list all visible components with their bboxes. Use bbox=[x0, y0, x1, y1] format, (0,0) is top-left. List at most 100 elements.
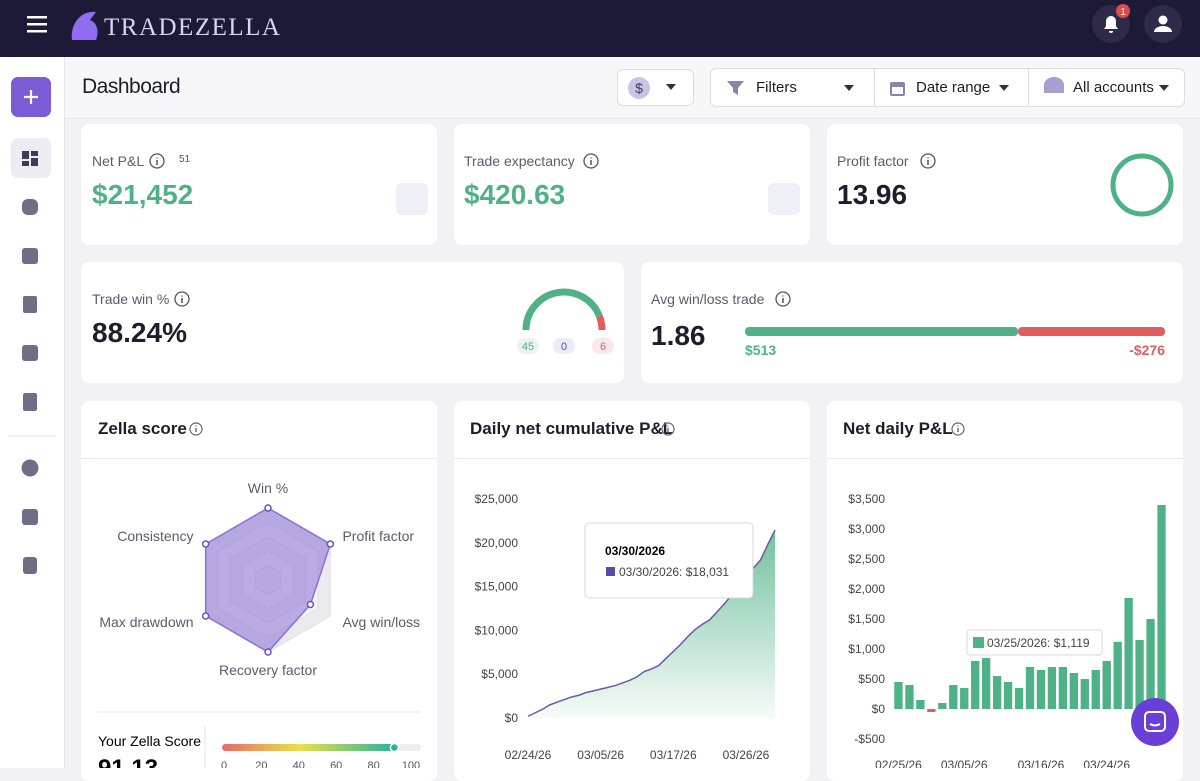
sidebar-icons bbox=[8, 77, 56, 574]
tooltip bbox=[966, 629, 1103, 656]
info-icon[interactable] bbox=[174, 291, 190, 307]
y-tick-label: $3,500 bbox=[848, 492, 885, 506]
info-icon[interactable] bbox=[950, 421, 966, 437]
y-tick-label: $1,500 bbox=[848, 612, 885, 626]
nav-icon[interactable] bbox=[22, 345, 38, 361]
info-icon[interactable] bbox=[920, 153, 936, 169]
filter-icon bbox=[727, 81, 744, 95]
bar bbox=[894, 682, 903, 709]
win-loss-bar: $513 -$276 bbox=[745, 327, 1165, 358]
currency-select[interactable]: $ bbox=[617, 69, 694, 106]
y-tick-label: $10,000 bbox=[475, 623, 519, 637]
radar-area bbox=[204, 507, 332, 653]
bell-icon bbox=[1104, 16, 1118, 33]
score-tick-label: 60 bbox=[330, 760, 342, 768]
score-tick-label: 80 bbox=[367, 760, 379, 768]
bar bbox=[960, 688, 969, 709]
avg-win-bar bbox=[745, 327, 1019, 336]
zella-score-card: Zella score Win % Profit factor Avg win/lo… bbox=[81, 401, 437, 781]
notification-badge bbox=[1116, 4, 1130, 18]
dropdown-arrow bbox=[999, 85, 1009, 91]
user-icon-body bbox=[1154, 26, 1172, 32]
user-icon bbox=[1158, 15, 1168, 25]
calendar-icon bbox=[890, 82, 905, 96]
card-value: 88.24% bbox=[92, 317, 187, 348]
y-tick-label: $500 bbox=[858, 672, 885, 686]
tooltip-title: 03/30/2026 bbox=[605, 544, 665, 558]
nav-icon[interactable] bbox=[22, 248, 38, 264]
dropdown-arrow bbox=[1159, 85, 1169, 91]
y-tick-label: $20,000 bbox=[475, 536, 519, 550]
gauge-segment bbox=[596, 315, 606, 331]
y-tick-label: $15,000 bbox=[475, 580, 519, 594]
cumulative-pnl-card: Daily net cumulative P&L $0 $5,000 $10,000… bbox=[454, 401, 810, 781]
x-tick-label: 03/05/26 bbox=[941, 758, 988, 768]
score-tick-label: 0 bbox=[221, 760, 227, 768]
bar bbox=[1102, 661, 1111, 709]
bar bbox=[1091, 670, 1100, 709]
filters-button[interactable]: Filters bbox=[756, 79, 797, 96]
bar bbox=[1157, 505, 1166, 709]
menu-button[interactable] bbox=[27, 16, 47, 33]
gauge-count: 0 bbox=[561, 341, 567, 353]
bar bbox=[992, 676, 1002, 709]
page-title: Dashboard bbox=[82, 75, 181, 98]
bar bbox=[1058, 667, 1068, 709]
date-range-button[interactable]: Date range bbox=[916, 79, 991, 96]
radar-point bbox=[264, 648, 272, 656]
currency-symbol: $ bbox=[628, 77, 650, 99]
score-tick-label: 100 bbox=[402, 760, 420, 768]
bar bbox=[1047, 667, 1057, 709]
nav-icon[interactable] bbox=[22, 509, 38, 525]
accounts-button[interactable]: All accounts bbox=[1073, 79, 1154, 96]
radar-point bbox=[201, 540, 210, 548]
plus-icon bbox=[24, 90, 38, 104]
chat-launcher[interactable] bbox=[1128, 696, 1200, 768]
nav-icon[interactable] bbox=[22, 199, 38, 215]
bar bbox=[971, 661, 980, 709]
area-fill bbox=[528, 530, 775, 718]
y-tick-label: -$500 bbox=[854, 732, 885, 746]
radar-point bbox=[306, 600, 315, 609]
avg-loss-bar bbox=[1018, 327, 1165, 336]
radar-point bbox=[326, 540, 335, 548]
nav-icon[interactable] bbox=[23, 557, 37, 574]
tooltip-swatch bbox=[606, 567, 615, 576]
score-tick-label: 20 bbox=[255, 760, 267, 768]
card-label: Avg win/loss trade bbox=[651, 291, 765, 307]
nav-icon[interactable] bbox=[23, 296, 37, 313]
card-label: Trade expectancy bbox=[464, 153, 575, 169]
card-value: $21,452 bbox=[92, 179, 194, 210]
x-tick-label: 02/25/26 bbox=[875, 758, 922, 768]
info-icon[interactable] bbox=[775, 291, 791, 307]
tooltip-text: 03/25/2026: $1,119 bbox=[987, 636, 1090, 650]
info-icon[interactable] bbox=[660, 421, 676, 437]
dashboard-icon bbox=[22, 151, 38, 166]
top-bar-graphics: TRADEZELLA 1 bbox=[27, 4, 1182, 43]
radar-axis-label: Profit factor bbox=[342, 528, 414, 544]
card-value: 13.96 bbox=[837, 179, 908, 210]
accounts-icon bbox=[1044, 77, 1064, 93]
bar bbox=[1135, 640, 1144, 709]
bar bbox=[1069, 673, 1079, 709]
radar-axis-label: Win % bbox=[248, 480, 288, 496]
dropdown-arrow bbox=[666, 84, 676, 90]
y-tick-label: $0 bbox=[872, 702, 886, 716]
gauge-badge bbox=[592, 338, 614, 354]
card-label: Trade win % bbox=[92, 291, 170, 307]
score-label: Your Zella Score bbox=[98, 733, 201, 749]
profit-factor-card: Profit factor 13.96 bbox=[827, 124, 1183, 245]
nav-icon[interactable] bbox=[21, 459, 39, 477]
info-icon[interactable] bbox=[583, 153, 599, 169]
net-pnl-card: Net P&L 51 $21,452 bbox=[81, 124, 437, 245]
nav-icon[interactable] bbox=[23, 393, 37, 411]
trade-count: 51 bbox=[179, 154, 191, 165]
bar bbox=[1146, 619, 1155, 709]
info-icon[interactable] bbox=[149, 153, 165, 169]
chart-title: Zella score bbox=[98, 419, 187, 438]
y-tick-label: $0 bbox=[505, 711, 519, 725]
profit-factor-ring bbox=[1110, 153, 1174, 217]
filter-bar: Filters Date range All accounts bbox=[710, 68, 1185, 107]
bar bbox=[1113, 641, 1122, 709]
info-icon[interactable] bbox=[188, 421, 204, 437]
